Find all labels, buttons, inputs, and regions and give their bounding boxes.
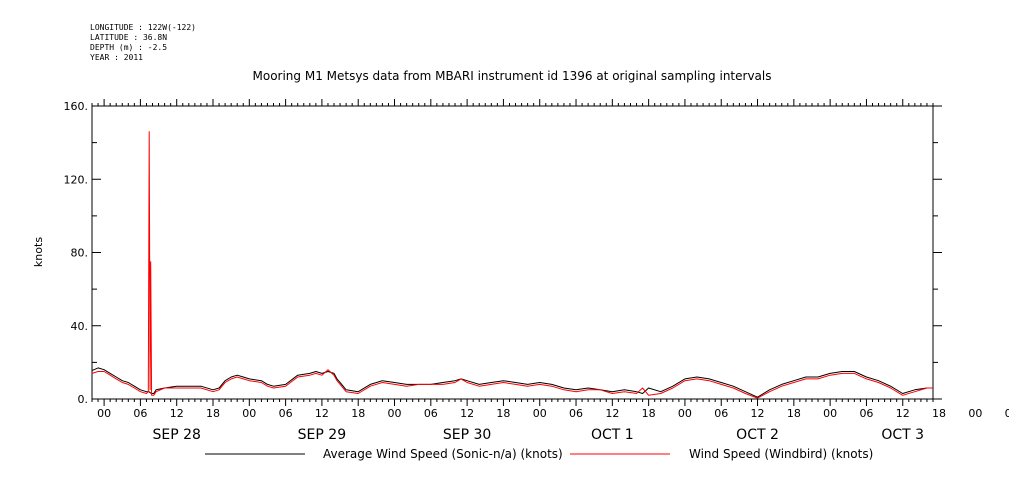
x-tick-label: 12 [460,407,474,420]
axis-ticks [91,99,942,406]
y-tick-label: 0. [78,393,89,406]
latitude-text: LATITUDE : 36.8N [90,33,167,42]
x-tick-label: 00 [533,407,547,420]
x-tick-label: 18 [932,407,946,420]
x-tick-label: 00 [678,407,692,420]
y-axis-label: knots [32,237,45,267]
x-tick-label: 18 [351,407,365,420]
x-tick-label: 06 [569,407,583,420]
x-tick-label: 06 [1005,407,1009,420]
legend-label-windbird: Wind Speed (Windbird) (knots) [689,447,873,461]
x-day-label: SEP 29 [298,427,346,443]
x-tick-label: 00 [242,407,256,420]
x-tick-label: 06 [279,407,293,420]
x-tick-label: 06 [714,407,728,420]
x-tick-label: 12 [170,407,184,420]
legend-label-average: Average Wind Speed (Sonic-n/a) (knots) [323,447,563,461]
series-lines [91,131,933,399]
series-line-windbird [91,131,933,399]
series-line-average-sonic [91,367,933,398]
x-tick-label: 18 [496,407,510,420]
x-day-label: SEP 30 [443,427,491,443]
longitude-text: LONGITUDE : 122W(-122) [90,23,196,32]
chart-title: Mooring M1 Metsys data from MBARI instru… [253,69,772,83]
x-tick-label: 00 [97,407,111,420]
header-info: LONGITUDE : 122W(-122) LATITUDE : 36.8N … [90,23,196,62]
legend: Average Wind Speed (Sonic-n/a) (knots) W… [205,447,873,461]
x-day-label: SEP 28 [152,427,200,443]
year-text: YEAR : 2011 [90,53,143,62]
x-tick-label: 00 [823,407,837,420]
x-day-label: OCT 1 [591,427,634,443]
depth-text: DEPTH (m) : -2.5 [90,43,167,52]
x-day-label: OCT 3 [881,427,924,443]
x-tick-label: 12 [896,407,910,420]
x-tick-label: 06 [859,407,873,420]
x-tick-label: 12 [315,407,329,420]
x-day-label: OCT 2 [736,427,779,443]
x-tick-label: 18 [787,407,801,420]
x-tick-label: 00 [968,407,982,420]
y-tick-label: 40. [71,320,89,333]
y-tick-label: 160. [64,100,89,113]
x-tick-label: 18 [642,407,656,420]
x-tick-label: 00 [388,407,402,420]
x-tick-label: 06 [133,407,147,420]
x-tick-label: 18 [206,407,220,420]
plot-frame [91,105,934,400]
x-tick-label: 12 [751,407,765,420]
x-tick-label: 12 [605,407,619,420]
y-tick-label: 80. [71,247,89,260]
y-tick-label: 120. [64,173,89,186]
x-tick-label: 06 [424,407,438,420]
axis-tick-labels: 00 06 12 18 00 06 12 18 00 06 12 18 00 06 12 18 00 06 12 18… [64,100,1009,443]
